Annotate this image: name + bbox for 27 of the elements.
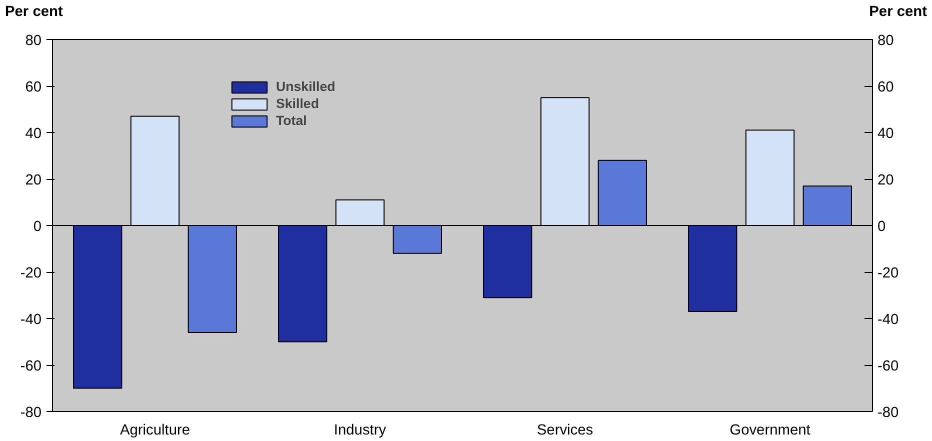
- y2-tick-label: -60: [878, 358, 899, 374]
- y-tick-label: 80: [25, 33, 42, 49]
- y2-tick-label: 60: [878, 80, 894, 96]
- legend-label: Unskilled: [276, 79, 336, 94]
- x-tick-label: Services: [536, 422, 594, 438]
- y2-axis-title: Per cent: [869, 3, 927, 22]
- y-axis-title: Per cent: [5, 3, 63, 22]
- y2-tick-label: 0: [878, 219, 886, 235]
- y-tick-label: 60: [25, 80, 42, 96]
- x-tick-label: Industry: [334, 422, 387, 438]
- y-tick-label: -80: [20, 405, 42, 421]
- y2-tick-label: 20: [878, 172, 894, 188]
- y-tick-label: 20: [25, 172, 42, 188]
- y2-tick-label: -40: [878, 312, 899, 328]
- y2-tick-label: -80: [878, 405, 899, 421]
- y-tick-label: 40: [25, 126, 42, 142]
- y-tick-label: -60: [20, 358, 42, 374]
- y2-tick-label: 40: [878, 126, 894, 142]
- legend-label: Total: [276, 113, 307, 128]
- y-tick-label: -40: [20, 312, 42, 328]
- y2-tick-label: -20: [878, 266, 899, 282]
- legend-label: Skilled: [276, 96, 319, 111]
- x-tick-label: Agriculture: [120, 422, 190, 438]
- y-tick-label: 0: [33, 219, 42, 235]
- y-tick-label: -20: [20, 266, 42, 282]
- y2-tick-label: 80: [878, 33, 894, 49]
- x-tick-label: Government: [730, 422, 810, 438]
